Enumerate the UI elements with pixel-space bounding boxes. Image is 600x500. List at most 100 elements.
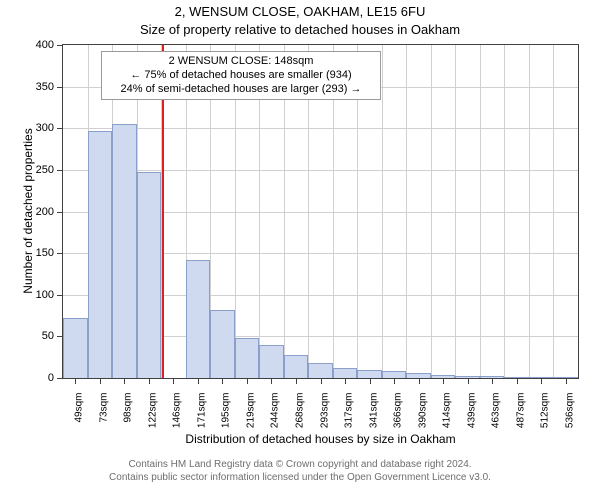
xtick-label: 122sqm <box>147 393 158 429</box>
xtick-label: 146sqm <box>172 393 183 429</box>
ytick-mark <box>57 128 62 129</box>
histogram-bar <box>137 172 162 378</box>
xtick-mark <box>149 379 150 384</box>
gridline-h <box>63 128 578 129</box>
attribution-footer: Contains HM Land Registry data © Crown c… <box>0 458 600 484</box>
gridline-v <box>480 45 481 378</box>
ytick-mark <box>57 170 62 171</box>
xtick-mark <box>100 379 101 384</box>
xtick-mark <box>345 379 346 384</box>
xtick-mark <box>394 379 395 384</box>
xtick-mark <box>271 379 272 384</box>
xtick-label: 73sqm <box>98 393 109 423</box>
histogram-bar <box>431 375 456 378</box>
gridline-v <box>529 45 530 378</box>
histogram-bar <box>63 318 88 378</box>
footer-line-2: Contains public sector information licen… <box>0 471 600 484</box>
xtick-label: 98sqm <box>123 393 134 423</box>
xtick-mark <box>124 379 125 384</box>
ytick-label: 350 <box>14 81 54 93</box>
xtick-label: 317sqm <box>344 393 355 429</box>
ytick-label: 50 <box>14 330 54 342</box>
xtick-mark <box>541 379 542 384</box>
xtick-label: 536sqm <box>564 393 575 429</box>
histogram-bar <box>333 368 358 378</box>
xtick-label: 366sqm <box>393 393 404 429</box>
chart-title-main: 2, WENSUM CLOSE, OAKHAM, LE15 6FU <box>0 4 600 19</box>
annotation-line-2: ← 75% of detached houses are smaller (93… <box>108 69 374 83</box>
gridline-v <box>553 45 554 378</box>
histogram-bar <box>259 345 284 378</box>
ytick-mark <box>57 45 62 46</box>
histogram-bar <box>504 377 529 378</box>
xtick-mark <box>468 379 469 384</box>
ytick-label: 150 <box>14 247 54 259</box>
annotation-box: 2 WENSUM CLOSE: 148sqm← 75% of detached … <box>101 51 381 100</box>
xtick-label: 268sqm <box>294 393 305 429</box>
xtick-mark <box>222 379 223 384</box>
ytick-label: 0 <box>14 372 54 384</box>
histogram-bar <box>284 355 309 378</box>
ytick-label: 200 <box>14 206 54 218</box>
histogram-bar <box>406 373 431 378</box>
xtick-label: 49sqm <box>74 393 85 423</box>
xtick-mark <box>247 379 248 384</box>
footer-line-1: Contains HM Land Registry data © Crown c… <box>0 458 600 471</box>
ytick-mark <box>57 295 62 296</box>
histogram-bar <box>480 376 505 378</box>
xtick-mark <box>198 379 199 384</box>
xtick-label: 171sqm <box>196 393 207 429</box>
xtick-label: 244sqm <box>270 393 281 429</box>
annotation-line-3: 24% of semi-detached houses are larger (… <box>108 83 374 97</box>
plot-area: 2 WENSUM CLOSE: 148sqm← 75% of detached … <box>62 44 579 379</box>
xtick-label: 463sqm <box>491 393 502 429</box>
ytick-mark <box>57 253 62 254</box>
ytick-label: 250 <box>14 164 54 176</box>
xtick-label: 219sqm <box>245 393 256 429</box>
x-axis-label: Distribution of detached houses by size … <box>62 432 579 446</box>
histogram-bar <box>235 338 260 378</box>
histogram-bar <box>455 376 480 378</box>
gridline-v <box>504 45 505 378</box>
xtick-mark <box>173 379 174 384</box>
gridline-v <box>406 45 407 378</box>
ytick-mark <box>57 378 62 379</box>
xtick-mark <box>492 379 493 384</box>
histogram-bar <box>308 363 333 378</box>
xtick-mark <box>296 379 297 384</box>
annotation-line-1: 2 WENSUM CLOSE: 148sqm <box>108 55 374 69</box>
xtick-mark <box>370 379 371 384</box>
xtick-mark <box>517 379 518 384</box>
xtick-label: 487sqm <box>515 393 526 429</box>
property-size-histogram-figure: 2, WENSUM CLOSE, OAKHAM, LE15 6FU Size o… <box>0 0 600 500</box>
histogram-bar <box>112 124 137 378</box>
xtick-label: 390sqm <box>417 393 428 429</box>
xtick-mark <box>75 379 76 384</box>
ytick-label: 100 <box>14 289 54 301</box>
xtick-label: 341sqm <box>368 393 379 429</box>
gridline-v <box>431 45 432 378</box>
histogram-bar <box>88 131 113 378</box>
chart-title-sub: Size of property relative to detached ho… <box>0 22 600 37</box>
ytick-mark <box>57 87 62 88</box>
gridline-v <box>382 45 383 378</box>
xtick-mark <box>321 379 322 384</box>
xtick-label: 512sqm <box>540 393 551 429</box>
xtick-label: 195sqm <box>221 393 232 429</box>
ytick-mark <box>57 212 62 213</box>
xtick-label: 293sqm <box>319 393 330 429</box>
xtick-mark <box>566 379 567 384</box>
xtick-mark <box>443 379 444 384</box>
xtick-label: 439sqm <box>466 393 477 429</box>
histogram-bar <box>210 310 235 378</box>
xtick-label: 414sqm <box>442 393 453 429</box>
xtick-mark <box>419 379 420 384</box>
ytick-label: 300 <box>14 122 54 134</box>
histogram-bar <box>553 377 578 378</box>
gridline-v <box>455 45 456 378</box>
histogram-bar <box>186 260 211 378</box>
ytick-mark <box>57 336 62 337</box>
histogram-bar <box>529 377 554 378</box>
ytick-label: 400 <box>14 39 54 51</box>
histogram-bar <box>382 371 407 378</box>
